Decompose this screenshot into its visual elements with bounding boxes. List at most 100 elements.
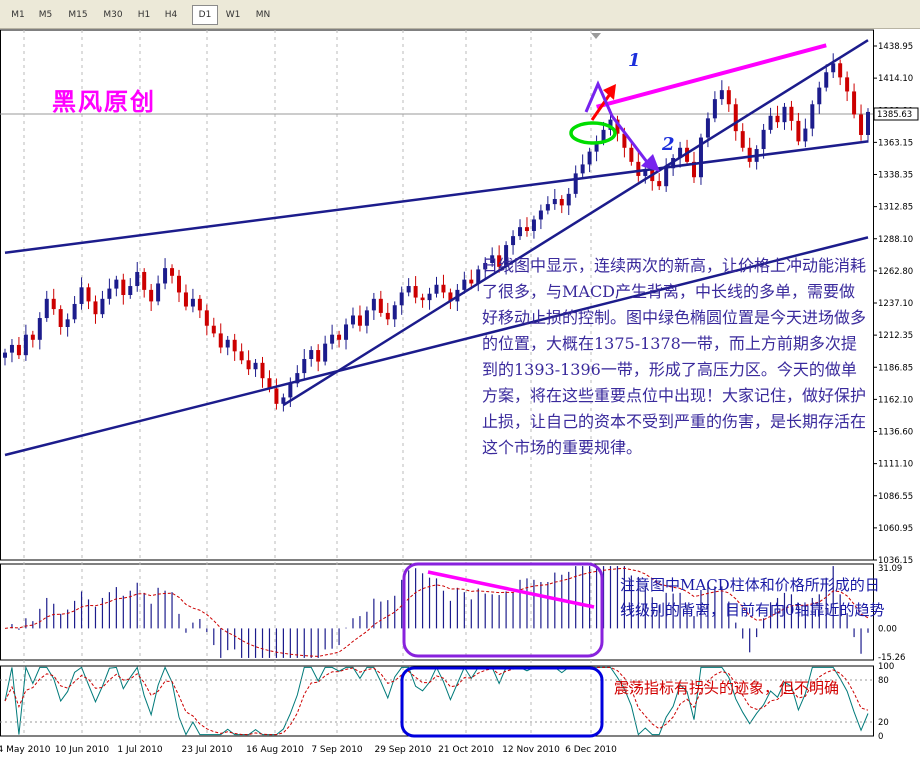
candle-body: [378, 298, 383, 313]
candle-body: [211, 325, 216, 334]
candle-body: [538, 210, 543, 220]
y-tick-label: 1036.15: [878, 556, 913, 566]
candle-body: [559, 198, 564, 206]
candle-body: [399, 292, 404, 306]
candle-body: [357, 315, 362, 326]
candle-body: [796, 120, 801, 142]
candle-body: [831, 63, 836, 73]
candle-body: [789, 106, 794, 121]
candle-body: [434, 284, 439, 294]
candle-body: [330, 334, 335, 344]
candle-body: [531, 219, 536, 231]
candle-body: [817, 87, 822, 105]
shift-marker: [591, 33, 601, 39]
wave-label-2: 2: [661, 134, 675, 155]
candle-body: [93, 301, 98, 315]
candle-body: [107, 288, 112, 299]
x-tick-label: 4 May 2010: [0, 745, 51, 755]
candle-body: [719, 90, 724, 100]
candle-body: [462, 279, 467, 290]
oscillator-note: 震荡指标有拐头的迹象，但不明确: [614, 679, 840, 697]
y-tick-label: 1136.60: [878, 428, 913, 438]
x-tick-label: 29 Sep 2010: [374, 745, 431, 755]
candle-body: [385, 312, 390, 320]
y-tick-label: 1111.10: [878, 460, 913, 470]
timeframe-m15[interactable]: M15: [68, 10, 88, 20]
current-price-label: 1385.63: [877, 110, 912, 120]
candle-body: [608, 119, 613, 130]
author-logo: 黑风原创: [52, 87, 156, 116]
candle-body: [476, 269, 481, 284]
candle-body: [323, 343, 328, 362]
candle-body: [281, 397, 286, 404]
timeframe-mn[interactable]: MN: [255, 10, 271, 20]
candle-body: [350, 315, 355, 325]
candle-body: [685, 147, 690, 162]
x-tick-label: 12 Nov 2010: [502, 745, 560, 755]
timeframe-m30[interactable]: M30: [103, 10, 123, 20]
down-arrow-head: [641, 154, 660, 172]
up-arrow: [590, 93, 612, 121]
candle-body: [838, 63, 843, 78]
candle-body: [643, 169, 648, 176]
y-tick-label: 1212.35: [878, 331, 913, 341]
candle-body: [371, 298, 376, 311]
price-panel: [0, 29, 874, 561]
candle-body: [114, 279, 119, 289]
candle-body: [698, 137, 703, 178]
candle-body: [413, 286, 418, 298]
candle-body: [58, 309, 63, 328]
candle-body: [232, 339, 237, 352]
x-tick-label: 7 Sep 2010: [311, 745, 363, 755]
y-tick-label: 1237.10: [878, 299, 913, 309]
candle-body: [545, 204, 550, 211]
osc-y-tick-label: 80: [878, 676, 889, 686]
candle-body: [448, 292, 453, 302]
candle-body: [225, 339, 230, 348]
timeframe-m1[interactable]: M1: [11, 10, 25, 20]
candle-body: [253, 362, 258, 370]
candle-body: [16, 344, 21, 356]
macd-y-tick-label: 0.00: [878, 624, 897, 634]
osc-y-tick-label: 20: [878, 718, 889, 728]
timeframe-h1[interactable]: H1: [137, 10, 151, 20]
timeframe-w1[interactable]: W1: [225, 10, 241, 20]
candle-body: [156, 283, 161, 302]
candle-body: [622, 133, 627, 148]
candle-body: [483, 262, 488, 270]
candle-body: [518, 227, 523, 237]
timeframe-m5[interactable]: M5: [38, 10, 53, 20]
candle-body: [747, 147, 752, 162]
candle-body: [601, 129, 606, 142]
macd-y-tick-label: 31.09: [878, 564, 902, 574]
candle-body: [135, 271, 140, 287]
macd-divergence-line: [427, 570, 595, 609]
candle-body: [176, 275, 181, 293]
candle-body: [810, 104, 815, 129]
y-tick-label: 1363.15: [878, 138, 913, 148]
candle-body: [142, 271, 147, 290]
candle-body: [705, 118, 710, 138]
candle-body: [72, 303, 77, 320]
candle-body: [128, 286, 133, 295]
candle-body: [197, 298, 202, 311]
candle-body: [859, 114, 864, 135]
candle-body: [79, 287, 84, 304]
x-tick-label: 10 Jun 2010: [55, 745, 109, 755]
candle-body: [190, 298, 195, 307]
candle-body: [692, 161, 697, 178]
y-tick-label: 1414.10: [878, 74, 913, 84]
candle-body: [288, 383, 293, 398]
candle-body: [678, 147, 683, 159]
candle-body: [121, 279, 126, 295]
candle-body: [490, 255, 495, 263]
candle-body: [629, 147, 634, 162]
candle-body: [364, 310, 369, 326]
stochastic-signal-line: [4, 666, 869, 736]
timeframe-h4[interactable]: H4: [164, 10, 178, 20]
osc-y-tick-label: 0: [878, 732, 883, 742]
osc-y-tick-label: 100: [878, 662, 894, 672]
candle-body: [260, 362, 265, 379]
timeframe-d1[interactable]: D1: [192, 5, 218, 25]
y-tick-label: 1262.80: [878, 267, 913, 277]
